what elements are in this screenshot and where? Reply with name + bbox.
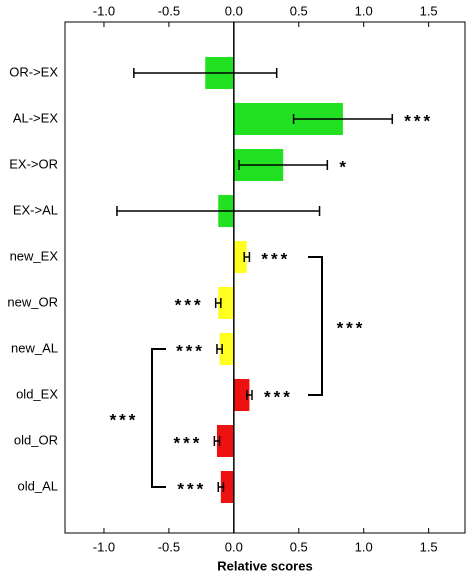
significance-label: *** (261, 249, 290, 268)
x-tick-label: 1.5 (420, 539, 438, 554)
x-tick-label-top: -0.5 (158, 3, 180, 18)
x-tick-label-top: 1.5 (420, 3, 438, 18)
significance-label: * (339, 157, 349, 176)
y-tick-label: new_AL (11, 340, 58, 355)
x-tick-label: -1.0 (93, 539, 115, 554)
bracket (151, 348, 166, 488)
significance-label: *** (264, 387, 293, 406)
x-tick-label-top: 0.5 (290, 3, 308, 18)
y-tick-label: OR->EX (9, 64, 58, 79)
x-tick-label: -0.5 (158, 539, 180, 554)
x-tick-label: 0.0 (225, 539, 243, 554)
significance-label: *** (177, 479, 206, 498)
bar (216, 425, 234, 457)
x-axis-label: Relative scores (217, 558, 312, 573)
x-tick-label: 0.5 (290, 539, 308, 554)
x-tick-label-top: -1.0 (93, 3, 115, 18)
significance-label: *** (176, 341, 205, 360)
y-tick-label: EX->AL (13, 202, 58, 217)
significance-label: *** (175, 295, 204, 314)
bracket-label: *** (110, 410, 139, 429)
x-tick-label-top: 1.0 (355, 3, 373, 18)
y-tick-label: AL->EX (13, 110, 58, 125)
bar (219, 333, 234, 365)
y-tick-label: EX->OR (9, 156, 58, 171)
bracket-label: *** (337, 318, 366, 337)
significance-label: *** (173, 433, 202, 452)
bar (233, 379, 250, 411)
x-tick-label: 1.0 (355, 539, 373, 554)
y-tick-label: old_OR (14, 432, 58, 447)
bar (218, 287, 234, 319)
y-tick-label: old_AL (18, 478, 58, 493)
plot-frame (64, 21, 466, 534)
significance-label: *** (404, 111, 433, 130)
x-tick-label-top: 0.0 (225, 3, 243, 18)
y-tick-label: new_EX (10, 248, 59, 263)
bar (220, 471, 234, 503)
y-tick-label: new_OR (7, 294, 58, 309)
bar (233, 241, 247, 273)
bracket (308, 256, 323, 396)
y-tick-label: old_EX (16, 386, 58, 401)
